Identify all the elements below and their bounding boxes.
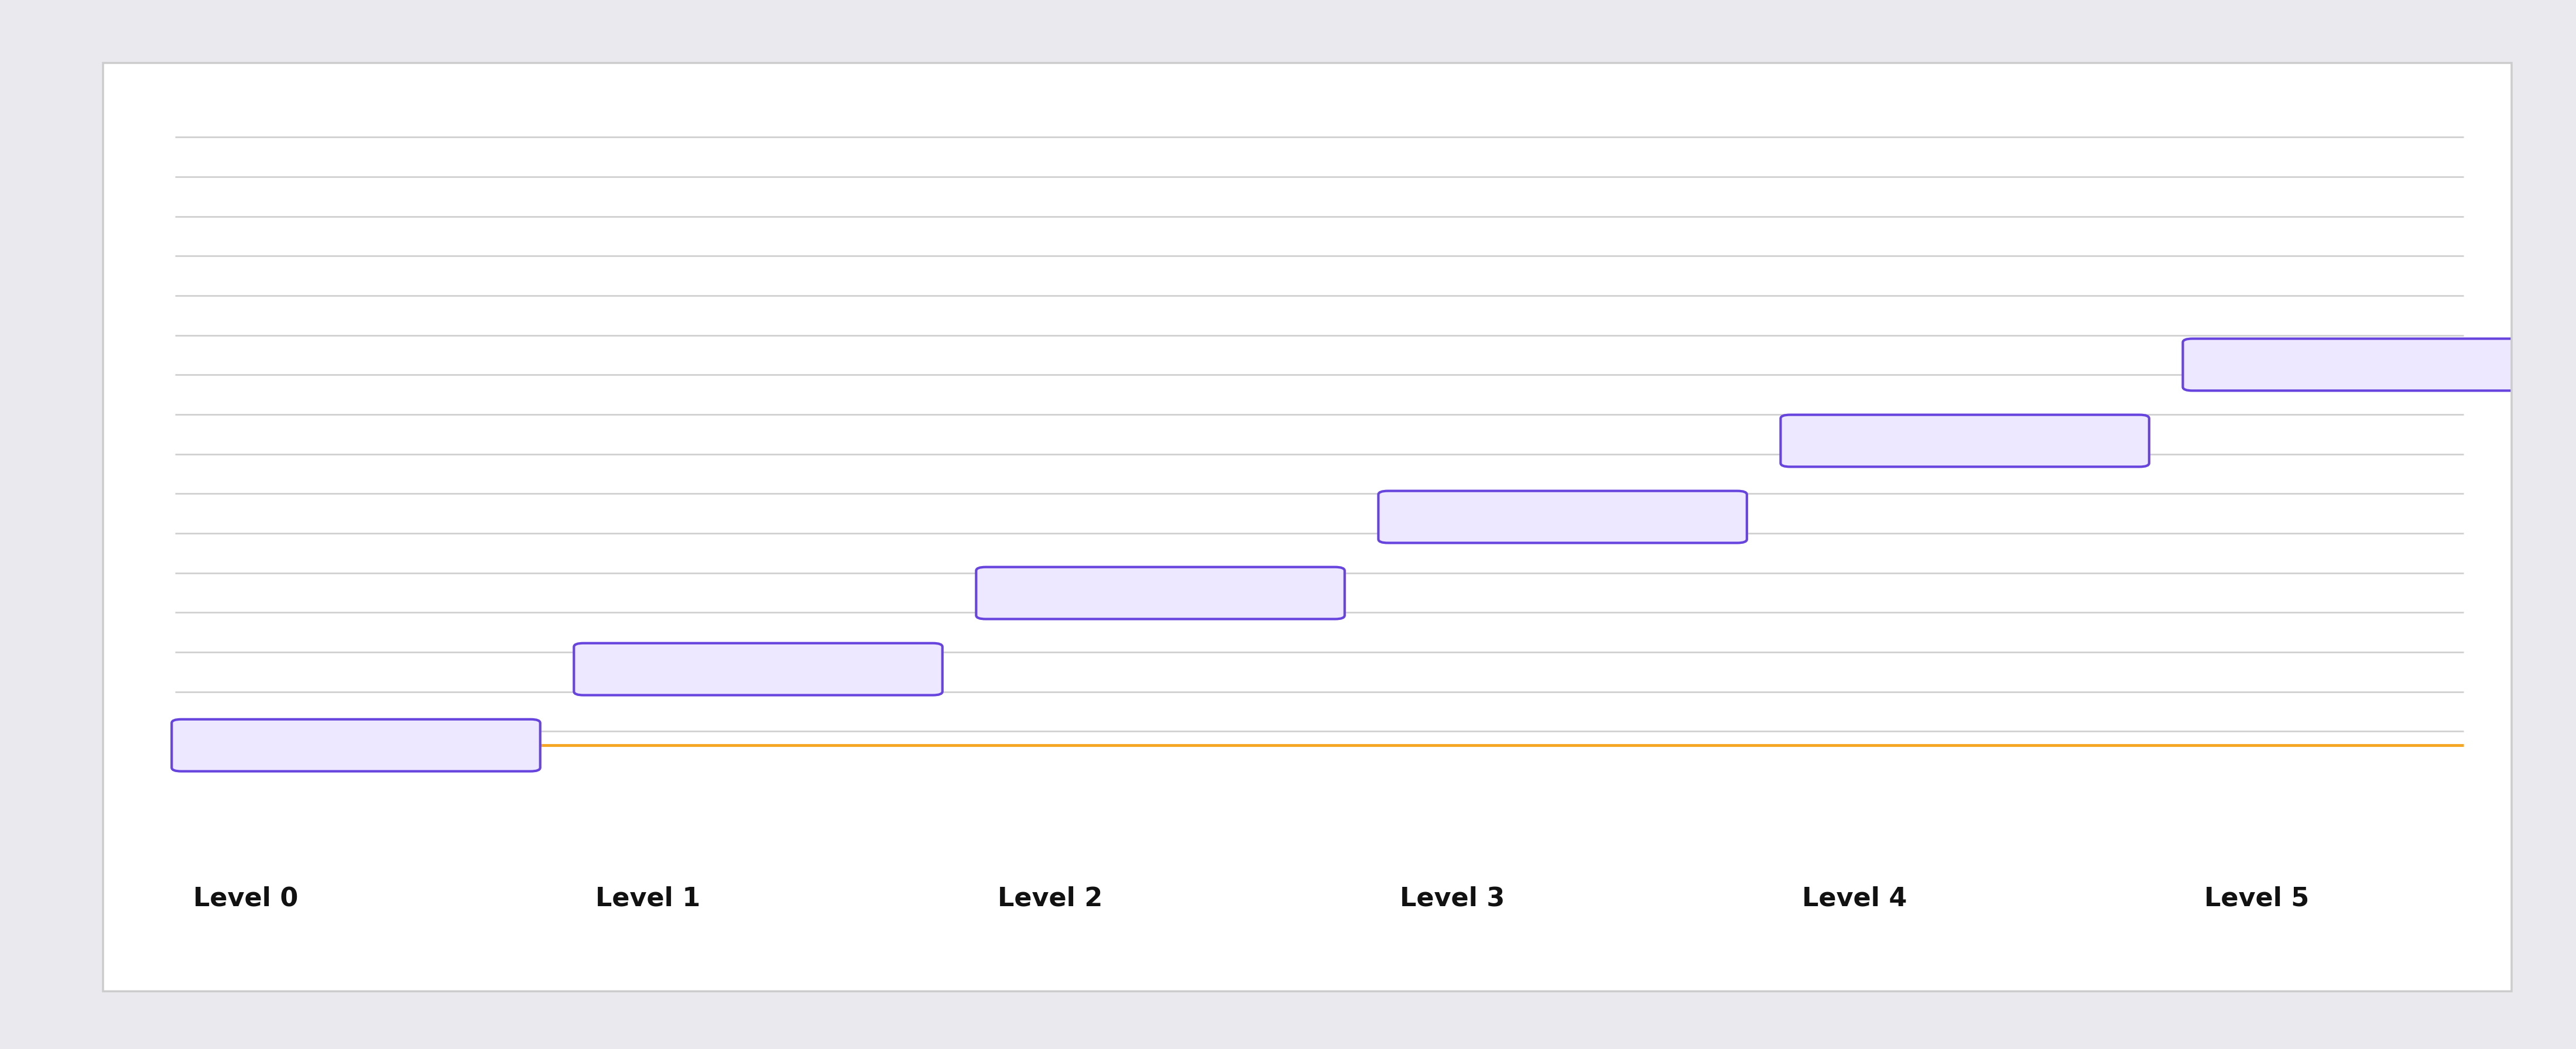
- FancyBboxPatch shape: [1378, 491, 1747, 543]
- FancyBboxPatch shape: [976, 568, 1345, 619]
- Text: Level 4: Level 4: [1803, 886, 1906, 911]
- FancyBboxPatch shape: [173, 720, 541, 771]
- Text: Level 3: Level 3: [1399, 886, 1504, 911]
- Text: Level 2: Level 2: [997, 886, 1103, 911]
- Text: Level 0: Level 0: [193, 886, 299, 911]
- Text: Level 1: Level 1: [595, 886, 701, 911]
- FancyBboxPatch shape: [2182, 339, 2550, 390]
- Text: Level 5: Level 5: [2205, 886, 2311, 911]
- FancyBboxPatch shape: [574, 643, 943, 695]
- FancyBboxPatch shape: [1780, 414, 2148, 467]
